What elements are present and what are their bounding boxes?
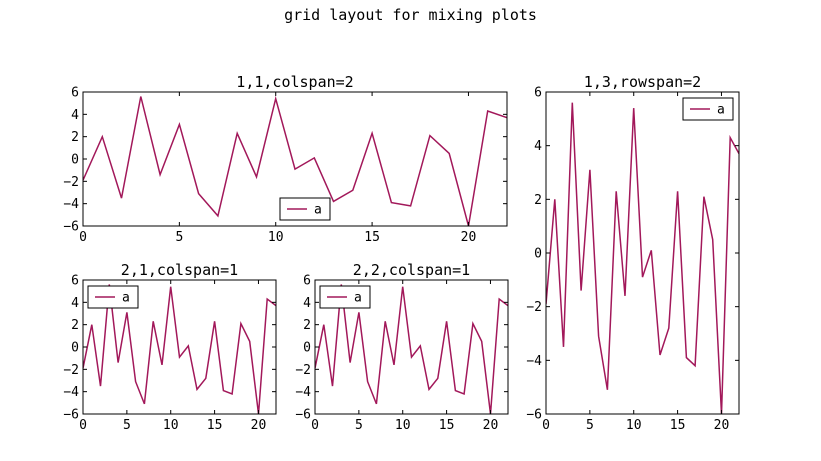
y-tick-label: 4: [534, 139, 542, 154]
series-line-a: [83, 95, 507, 226]
x-tick-label: 10: [626, 418, 642, 433]
x-tick-label: 15: [439, 418, 455, 433]
x-tick-label: 10: [395, 418, 411, 433]
subplot-title: 1,3,rowspan=2: [584, 73, 701, 91]
x-tick-label: 10: [268, 230, 284, 245]
y-tick-label: 6: [303, 274, 311, 289]
legend-label: a: [314, 203, 322, 218]
legend-label: a: [122, 291, 130, 306]
subplot-right-tall: 1,3,rowspan=2 0 5 10 15 20 −6 −4 −2 0 2 4 6 a: [526, 73, 740, 433]
y-tick-label: 2: [534, 193, 542, 208]
subplot-bottom-left: 2,1,colspan=1 0 5 10 15 20 −6 −4 −2 0 2 4 6 a: [63, 261, 277, 433]
y-tick-label: −4: [295, 385, 311, 400]
x-tick-label: 20: [483, 418, 499, 433]
y-tick-label: 2: [71, 130, 79, 145]
x-tick-label: 15: [670, 418, 686, 433]
y-tick-label: −2: [63, 175, 79, 190]
legend: a: [319, 285, 371, 309]
y-tick-label: −4: [526, 354, 542, 369]
legend: a: [87, 285, 139, 309]
subplot-title: 1,1,colspan=2: [236, 73, 353, 91]
legend: a: [279, 197, 331, 221]
x-tick-label: 20: [461, 230, 477, 245]
y-tick-label: −2: [295, 363, 311, 378]
legend-label: a: [717, 103, 725, 118]
x-tick-label: 0: [79, 418, 87, 433]
x-tick-label: 15: [364, 230, 380, 245]
axes-frame: [545, 91, 740, 415]
y-tick-label: 6: [71, 86, 79, 101]
y-tick-label: 0: [303, 341, 311, 356]
y-tick-label: −2: [63, 363, 79, 378]
x-tick-label: 5: [586, 418, 594, 433]
series-line-a: [83, 284, 276, 414]
x-tick-label: 0: [79, 230, 87, 245]
figure-suptitle: grid layout for mixing plots: [284, 6, 537, 24]
legend: a: [682, 97, 734, 121]
y-tick-label: 6: [71, 274, 79, 289]
y-tick-label: 0: [71, 153, 79, 168]
y-tick-label: −4: [63, 385, 79, 400]
x-tick-label: 0: [311, 418, 319, 433]
y-tick-label: 4: [71, 296, 79, 311]
series-line-a: [546, 102, 739, 414]
y-tick-label: 6: [534, 86, 542, 101]
y-tick-label: 0: [71, 341, 79, 356]
x-tick-label: 15: [207, 418, 223, 433]
x-tick-label: 20: [251, 418, 267, 433]
x-tick-label: 5: [123, 418, 131, 433]
series-line-a: [315, 284, 508, 414]
legend-label: a: [354, 291, 362, 306]
y-tick-label: −6: [63, 220, 79, 235]
subplot-bottom-mid: 2,2,colspan=1 0 5 10 15 20 −6 −4 −2 0 2 4 6 a: [295, 261, 509, 433]
y-tick-label: −6: [526, 408, 542, 423]
y-tick-label: 4: [71, 108, 79, 123]
y-tick-label: −2: [526, 300, 542, 315]
y-tick-label: 2: [303, 318, 311, 333]
y-tick-label: 0: [534, 247, 542, 262]
x-tick-label: 0: [542, 418, 550, 433]
x-tick-label: 20: [714, 418, 730, 433]
x-tick-label: 5: [175, 230, 183, 245]
y-tick-label: −4: [63, 197, 79, 212]
y-tick-label: 2: [71, 318, 79, 333]
y-tick-label: −6: [295, 408, 311, 423]
x-tick-label: 10: [163, 418, 179, 433]
subplot-main-top: 1,1,colspan=2 0 5 10 15 20 −6 −4 −2 0 2 4 6 a: [63, 73, 508, 245]
subplot-title: 2,2,colspan=1: [353, 261, 470, 279]
y-tick-label: 4: [303, 296, 311, 311]
y-tick-label: −6: [63, 408, 79, 423]
subplot-title: 2,1,colspan=1: [121, 261, 238, 279]
x-tick-label: 5: [355, 418, 363, 433]
